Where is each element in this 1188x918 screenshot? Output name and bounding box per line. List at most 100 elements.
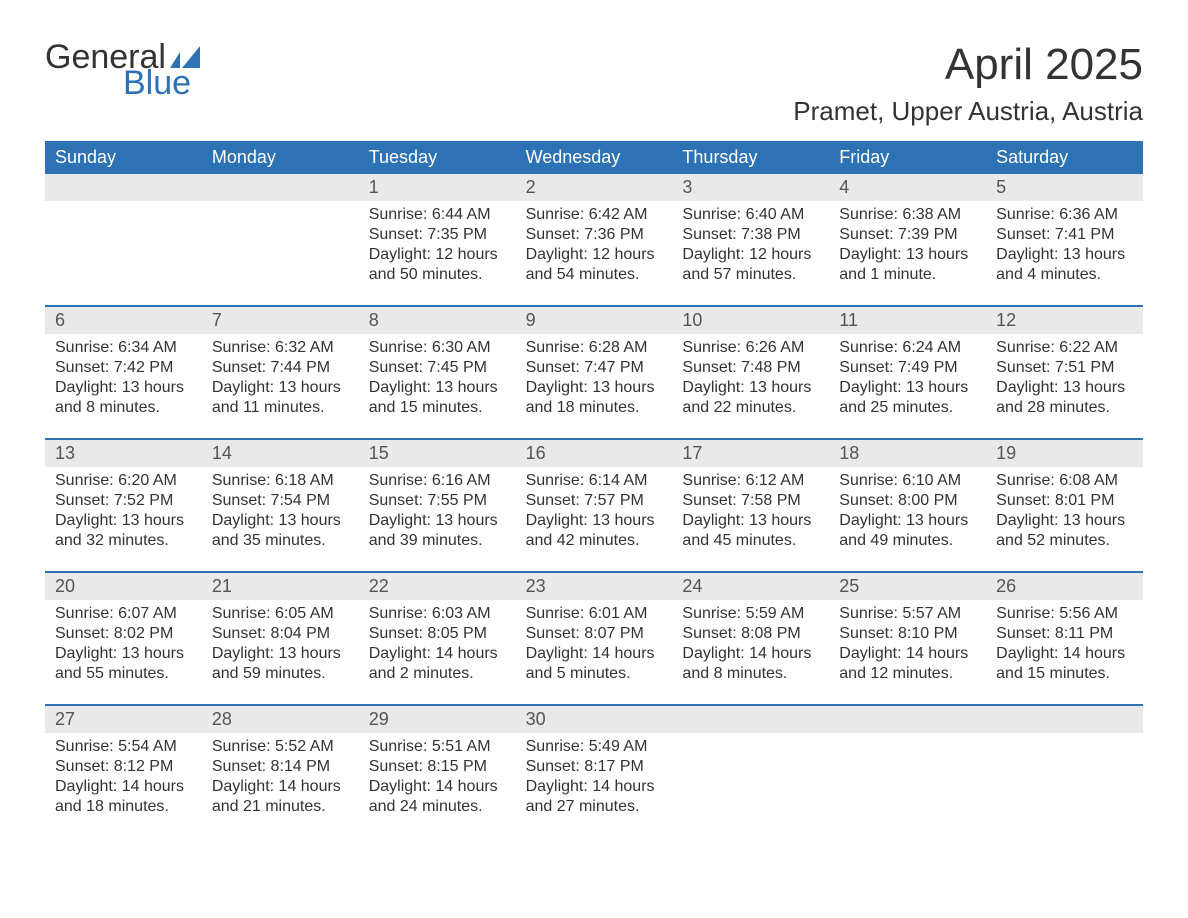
day-number: 17 (672, 440, 829, 467)
day-cell: Sunrise: 5:56 AMSunset: 8:11 PMDaylight:… (986, 600, 1143, 694)
calendar: Sunday Monday Tuesday Wednesday Thursday… (45, 141, 1143, 827)
day-cell (202, 201, 359, 295)
content-row: Sunrise: 6:07 AMSunset: 8:02 PMDaylight:… (45, 600, 1143, 694)
day-header-tue: Tuesday (359, 141, 516, 174)
day-number: 25 (829, 573, 986, 600)
day-cell: Sunrise: 6:10 AMSunset: 8:00 PMDaylight:… (829, 467, 986, 561)
day-cell: Sunrise: 6:16 AMSunset: 7:55 PMDaylight:… (359, 467, 516, 561)
day-number: 10 (672, 307, 829, 334)
day-header-thu: Thursday (672, 141, 829, 174)
header: General Blue April 2025 Pramet, Upper Au… (45, 40, 1143, 127)
day-number: 5 (986, 174, 1143, 201)
week-block: 13141516171819Sunrise: 6:20 AMSunset: 7:… (45, 438, 1143, 561)
day-number: 1 (359, 174, 516, 201)
day-cell: Sunrise: 5:57 AMSunset: 8:10 PMDaylight:… (829, 600, 986, 694)
day-number: 29 (359, 706, 516, 733)
content-row: Sunrise: 6:20 AMSunset: 7:52 PMDaylight:… (45, 467, 1143, 561)
day-cell: Sunrise: 6:14 AMSunset: 7:57 PMDaylight:… (516, 467, 673, 561)
day-cell: Sunrise: 6:12 AMSunset: 7:58 PMDaylight:… (672, 467, 829, 561)
day-number: 6 (45, 307, 202, 334)
day-number: 13 (45, 440, 202, 467)
day-number: 22 (359, 573, 516, 600)
day-number: 8 (359, 307, 516, 334)
day-cell: Sunrise: 6:40 AMSunset: 7:38 PMDaylight:… (672, 201, 829, 295)
day-cell: Sunrise: 6:32 AMSunset: 7:44 PMDaylight:… (202, 334, 359, 428)
day-cell: Sunrise: 6:24 AMSunset: 7:49 PMDaylight:… (829, 334, 986, 428)
day-cell: Sunrise: 6:01 AMSunset: 8:07 PMDaylight:… (516, 600, 673, 694)
day-number (829, 706, 986, 733)
day-cell: Sunrise: 6:22 AMSunset: 7:51 PMDaylight:… (986, 334, 1143, 428)
weeks-container: 12345Sunrise: 6:44 AMSunset: 7:35 PMDayl… (45, 174, 1143, 827)
day-cell: Sunrise: 6:30 AMSunset: 7:45 PMDaylight:… (359, 334, 516, 428)
day-number: 24 (672, 573, 829, 600)
day-cell: Sunrise: 6:20 AMSunset: 7:52 PMDaylight:… (45, 467, 202, 561)
day-cell: Sunrise: 6:05 AMSunset: 8:04 PMDaylight:… (202, 600, 359, 694)
day-cell: Sunrise: 5:54 AMSunset: 8:12 PMDaylight:… (45, 733, 202, 827)
day-cell: Sunrise: 5:51 AMSunset: 8:15 PMDaylight:… (359, 733, 516, 827)
day-header-fri: Friday (829, 141, 986, 174)
location: Pramet, Upper Austria, Austria (793, 96, 1143, 127)
week-block: 20212223242526Sunrise: 6:07 AMSunset: 8:… (45, 571, 1143, 694)
day-header-sun: Sunday (45, 141, 202, 174)
daynum-row: 20212223242526 (45, 573, 1143, 600)
day-number: 19 (986, 440, 1143, 467)
week-block: 12345Sunrise: 6:44 AMSunset: 7:35 PMDayl… (45, 174, 1143, 295)
daynum-row: 27282930 (45, 706, 1143, 733)
day-number: 23 (516, 573, 673, 600)
day-cell: Sunrise: 6:44 AMSunset: 7:35 PMDaylight:… (359, 201, 516, 295)
day-number: 21 (202, 573, 359, 600)
day-header-mon: Monday (202, 141, 359, 174)
day-number: 26 (986, 573, 1143, 600)
day-header-wed: Wednesday (516, 141, 673, 174)
logo: General Blue (45, 40, 200, 100)
day-cell: Sunrise: 6:36 AMSunset: 7:41 PMDaylight:… (986, 201, 1143, 295)
day-cell: Sunrise: 6:28 AMSunset: 7:47 PMDaylight:… (516, 334, 673, 428)
day-cell: Sunrise: 6:08 AMSunset: 8:01 PMDaylight:… (986, 467, 1143, 561)
day-cell (829, 733, 986, 827)
week-block: 6789101112Sunrise: 6:34 AMSunset: 7:42 P… (45, 305, 1143, 428)
day-cell: Sunrise: 5:52 AMSunset: 8:14 PMDaylight:… (202, 733, 359, 827)
day-cell: Sunrise: 5:49 AMSunset: 8:17 PMDaylight:… (516, 733, 673, 827)
day-number: 16 (516, 440, 673, 467)
day-cell: Sunrise: 6:07 AMSunset: 8:02 PMDaylight:… (45, 600, 202, 694)
day-number: 7 (202, 307, 359, 334)
day-number: 28 (202, 706, 359, 733)
day-number: 15 (359, 440, 516, 467)
day-number: 9 (516, 307, 673, 334)
day-cell: Sunrise: 6:18 AMSunset: 7:54 PMDaylight:… (202, 467, 359, 561)
day-number: 12 (986, 307, 1143, 334)
day-number: 4 (829, 174, 986, 201)
daynum-row: 12345 (45, 174, 1143, 201)
day-cell: Sunrise: 6:26 AMSunset: 7:48 PMDaylight:… (672, 334, 829, 428)
logo-blue: Blue (123, 66, 200, 100)
day-number: 27 (45, 706, 202, 733)
day-cell (986, 733, 1143, 827)
month-title: April 2025 (793, 40, 1143, 90)
day-number: 11 (829, 307, 986, 334)
day-number (986, 706, 1143, 733)
day-number (45, 174, 202, 201)
day-cell: Sunrise: 6:38 AMSunset: 7:39 PMDaylight:… (829, 201, 986, 295)
title-block: April 2025 Pramet, Upper Austria, Austri… (793, 40, 1143, 127)
daynum-row: 6789101112 (45, 307, 1143, 334)
day-cell: Sunrise: 5:59 AMSunset: 8:08 PMDaylight:… (672, 600, 829, 694)
day-number: 20 (45, 573, 202, 600)
day-cell: Sunrise: 6:03 AMSunset: 8:05 PMDaylight:… (359, 600, 516, 694)
day-cell: Sunrise: 6:34 AMSunset: 7:42 PMDaylight:… (45, 334, 202, 428)
day-header-sat: Saturday (986, 141, 1143, 174)
day-number (672, 706, 829, 733)
day-number (202, 174, 359, 201)
day-number: 2 (516, 174, 673, 201)
day-cell (672, 733, 829, 827)
content-row: Sunrise: 6:34 AMSunset: 7:42 PMDaylight:… (45, 334, 1143, 428)
daynum-row: 13141516171819 (45, 440, 1143, 467)
content-row: Sunrise: 5:54 AMSunset: 8:12 PMDaylight:… (45, 733, 1143, 827)
day-header-row: Sunday Monday Tuesday Wednesday Thursday… (45, 141, 1143, 174)
day-number: 14 (202, 440, 359, 467)
day-number: 3 (672, 174, 829, 201)
content-row: Sunrise: 6:44 AMSunset: 7:35 PMDaylight:… (45, 201, 1143, 295)
day-cell: Sunrise: 6:42 AMSunset: 7:36 PMDaylight:… (516, 201, 673, 295)
week-block: 27282930Sunrise: 5:54 AMSunset: 8:12 PMD… (45, 704, 1143, 827)
day-number: 30 (516, 706, 673, 733)
day-number: 18 (829, 440, 986, 467)
